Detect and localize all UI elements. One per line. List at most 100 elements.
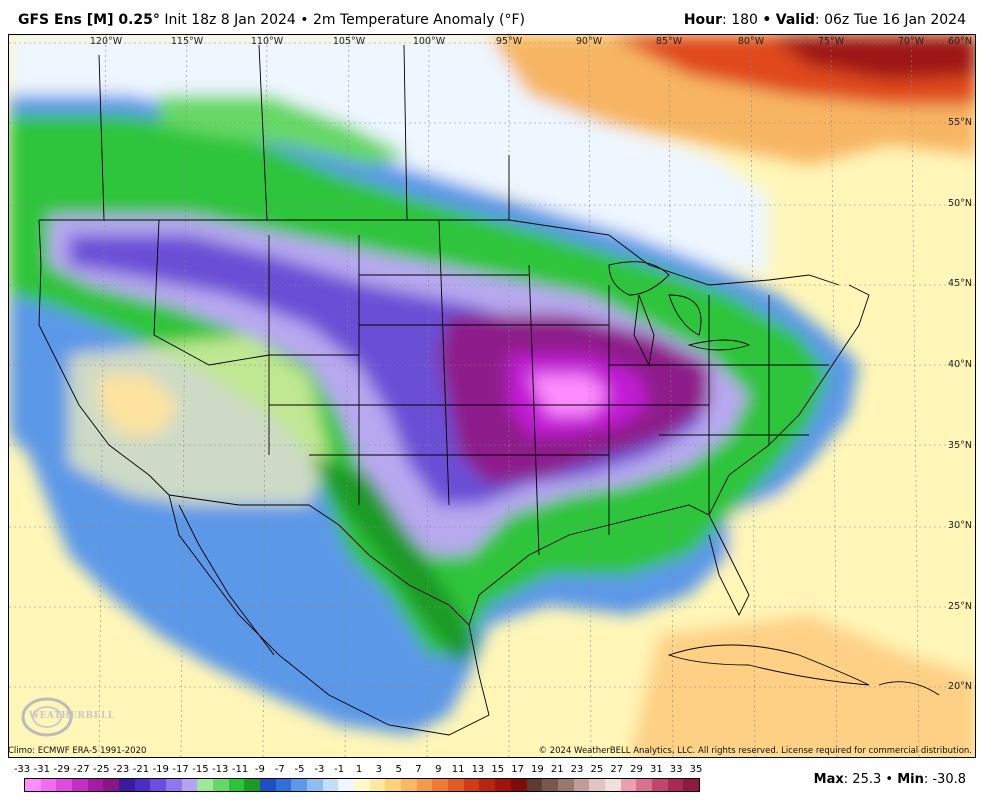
temperature-anomaly-map: 120°W 115°W 110°W 105°W 100°W 95°W 90°W … [8, 34, 976, 758]
colorbar-swatch [589, 779, 605, 791]
lake-huron [668, 294, 702, 336]
mexico-outline [168, 494, 490, 736]
colorbar-swatch [510, 779, 527, 791]
gulf-coast [468, 504, 750, 626]
us-canada-border [39, 219, 840, 286]
colorbar-swatch [338, 779, 355, 791]
stats-separator: • [881, 772, 898, 787]
map-header: GFS Ens [M] 0.25° Init 18z 8 Jan 2024 • … [0, 0, 984, 34]
field-name: 2m Temperature Anomaly (°F) [313, 12, 525, 28]
colorbar-tick-label: 31 [649, 764, 663, 775]
min-value: : -30.8 [923, 772, 966, 787]
copyright-notice: © 2024 WeatherBELL Analytics, LLC. All r… [538, 746, 972, 756]
title-separator: • [295, 12, 313, 28]
colorbar-swatch [40, 779, 57, 791]
colorbar-tick-label: 3 [375, 764, 382, 775]
map-title: GFS Ens [M] 0.25° Init 18z 8 Jan 2024 • … [18, 12, 525, 28]
colorbar-labels: -33 -31 -29 -27 -25 -23 -21 -19 -17 -15 -13 -11 -9 -7… [14, 764, 704, 778]
graticule-grid [9, 35, 975, 757]
weatherbell-logo-text: WEATHERBELL [29, 711, 115, 721]
colorbar-swatch [369, 779, 386, 791]
colorbar-tick-label: -1 [334, 764, 345, 775]
max-label: Max [813, 772, 844, 787]
colorbar-tick-label: 7 [415, 764, 422, 775]
longitude-label: 100°W [412, 36, 446, 47]
hour-label: Hour [683, 12, 723, 28]
min-label: Min [897, 772, 924, 787]
degree-symbol: ° [152, 12, 160, 28]
colorbar-tick-label: -13 [212, 764, 229, 775]
valid-separator: • [762, 12, 772, 28]
model-name: GFS Ens [M] 0.25 [18, 12, 153, 28]
init-time: Init 18z 8 Jan 2024 [159, 12, 296, 28]
colorbar-swatch [213, 779, 229, 791]
hispaniola-outline [878, 681, 940, 696]
colorbar-tick-label: -19 [152, 764, 169, 775]
colorbar-swatch [87, 779, 104, 791]
colorbar-swatch [72, 779, 88, 791]
colorbar-swatch [260, 779, 276, 791]
longitude-label: 120°W [89, 36, 123, 47]
colorbar-swatch [354, 779, 370, 791]
colorbar-tick-label: 23 [570, 764, 584, 775]
colorbar-tick-label: -25 [93, 764, 110, 775]
colorbar-swatch [448, 779, 464, 791]
latitude-label: 55°N [948, 117, 972, 128]
colorbar-swatch [197, 779, 214, 791]
colorbar-tick-label: 25 [590, 764, 604, 775]
colorbar-swatch [463, 779, 480, 791]
colorbar-swatch [275, 779, 292, 791]
colorbar-tick-label: 21 [550, 764, 564, 775]
us-west-coast [38, 219, 170, 496]
lake-superior [608, 261, 670, 296]
colorbar-swatch [150, 779, 167, 791]
colorbar-swatch [228, 779, 245, 791]
longitude-label: 80°W [737, 36, 765, 47]
colorbar-swatch [651, 779, 668, 791]
latitude-label: 25°N [948, 601, 972, 612]
colorbar-swatch [307, 779, 323, 791]
cuba-outline [667, 644, 870, 686]
colorbar-swatch [322, 779, 339, 791]
colorbar-tick-label: -17 [172, 764, 189, 775]
colorbar-tick-label: -7 [274, 764, 285, 775]
latitude-label: 30°N [948, 520, 972, 531]
latitude-label: 40°N [948, 359, 972, 370]
colorbar-swatch [166, 779, 182, 791]
colorbar-swatch [134, 779, 151, 791]
colorbar-tick-label: -21 [132, 764, 150, 775]
colorbar-tick-label: 1 [355, 764, 363, 775]
colorbar-tick-label: -15 [192, 764, 209, 775]
latitude-label: 60°N [948, 36, 972, 47]
valid-value: : 06z Tue 16 Jan 2024 [814, 12, 966, 28]
colorbar-swatch [291, 779, 308, 791]
colorbar-tick-label: -5 [294, 764, 305, 775]
colorbar-tick-label: 15 [491, 764, 505, 775]
colorbar-swatch [667, 779, 684, 791]
colorbar-tick-label: 33 [669, 764, 683, 775]
colorbar-swatch [25, 779, 41, 791]
longitude-label: 95°W [495, 36, 523, 47]
longitude-label: 115°W [170, 36, 204, 47]
colorbar-swatch [181, 779, 198, 791]
colorbar-tick-label: -29 [53, 764, 70, 775]
colorbar-swatch [244, 779, 261, 791]
max-value: : 25.3 [843, 772, 882, 787]
colorbar-swatch [604, 779, 621, 791]
colorbar-swatch [542, 779, 558, 791]
max-min-stats: Max: 25.3 • Min: -30.8 [814, 772, 966, 787]
baja-peninsula [178, 504, 275, 656]
colorbar-swatch [526, 779, 543, 791]
longitude-label: 75°W [817, 36, 845, 47]
colorbar-tick-label: -33 [13, 764, 31, 775]
latitude-label: 45°N [948, 278, 972, 289]
colorbar-swatch [432, 779, 449, 791]
political-boundaries [38, 44, 940, 736]
temperature-colorbar [24, 778, 700, 792]
colorbar-tick-label: 5 [395, 764, 402, 775]
colorbar-tick-label: 9 [435, 764, 442, 775]
colorbar-tick-label: 13 [471, 764, 485, 775]
colorbar-swatch [385, 779, 402, 791]
latitude-label: 35°N [948, 440, 972, 451]
colorbar-tick-label: 19 [531, 764, 544, 775]
